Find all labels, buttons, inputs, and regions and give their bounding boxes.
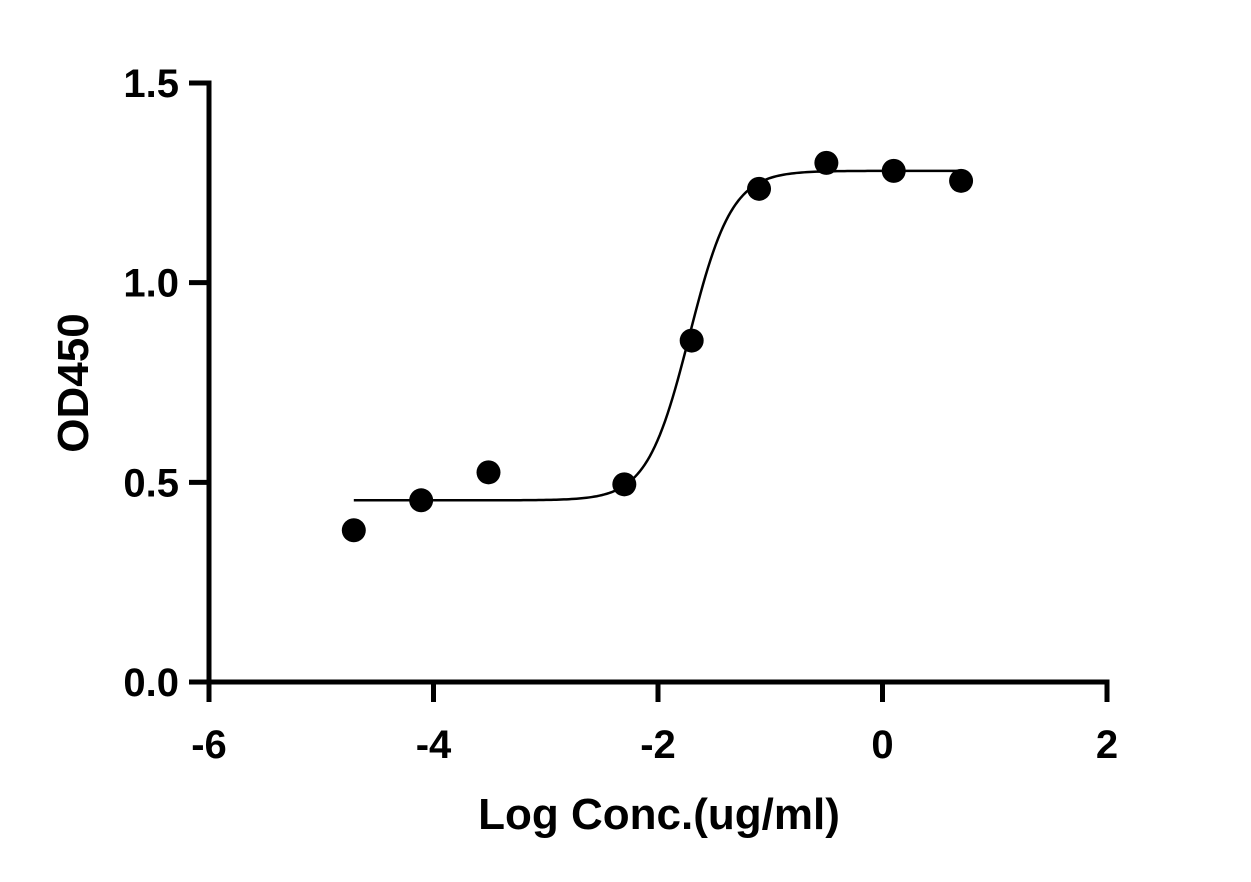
data-point [409,488,434,513]
x-axis-title: Log Conc.(ug/ml) [478,790,840,839]
data-point [949,168,974,193]
x-tick-label: -4 [416,723,452,767]
y-tick-label: 0.0 [123,661,179,705]
y-axis-title: OD450 [49,313,98,452]
y-tick-label: 0.5 [123,461,179,505]
data-point [341,518,366,543]
x-tick-label: -6 [191,723,227,767]
data-points [341,150,974,543]
y-tick-label: 1.0 [123,262,179,306]
x-tick-label: 2 [1096,723,1118,767]
data-point [476,460,501,485]
data-point [679,328,704,353]
data-point [881,158,906,183]
x-tick-label: 0 [871,723,893,767]
data-point [612,472,637,497]
fit-curve [353,169,962,502]
y-tick-label: 1.5 [123,62,179,106]
data-point [814,150,839,175]
y-axis: 0.0 0.5 1.0 1.5 [123,62,212,705]
x-tick-label: -2 [640,723,676,767]
x-axis: -6 -4 -2 0 2 [191,679,1118,767]
data-point [747,176,772,201]
